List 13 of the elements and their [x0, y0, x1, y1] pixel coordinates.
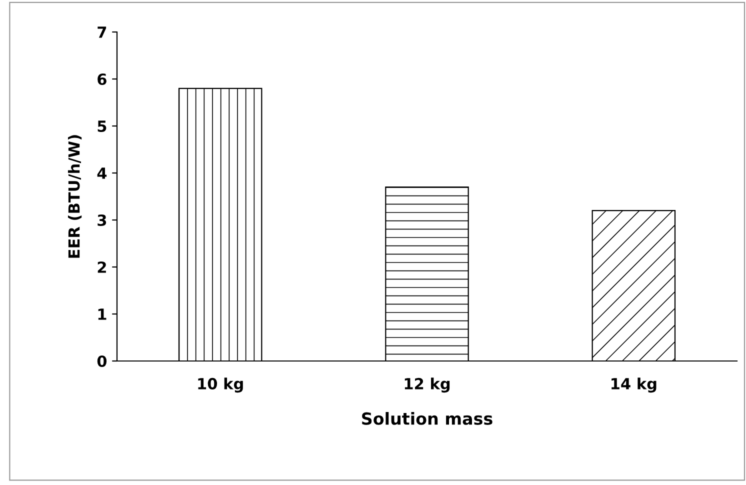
y-axis-title: EER (BTU/h/W): [68, 135, 82, 258]
y-tick-label: 2: [98, 261, 106, 273]
y-tick-label: 5: [98, 120, 106, 132]
y-tick-label: 6: [98, 73, 106, 86]
y-tick-label: 7: [98, 26, 106, 38]
y-tick-label: 0: [97, 355, 107, 368]
x-tick-label: 10 kg: [198, 378, 243, 393]
y-tick-label: 1: [98, 308, 106, 320]
y-tick-label: 3: [98, 214, 106, 226]
y-tick-label: 4: [97, 168, 107, 179]
x-tick-label: 14 kg: [612, 378, 656, 393]
x-tick-label: 12 kg: [404, 378, 450, 393]
x-axis-title: Solution mass: [362, 412, 492, 425]
